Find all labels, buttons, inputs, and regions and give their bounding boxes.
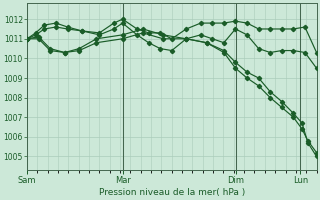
X-axis label: Pression niveau de la mer( hPa ): Pression niveau de la mer( hPa ) bbox=[99, 188, 245, 197]
